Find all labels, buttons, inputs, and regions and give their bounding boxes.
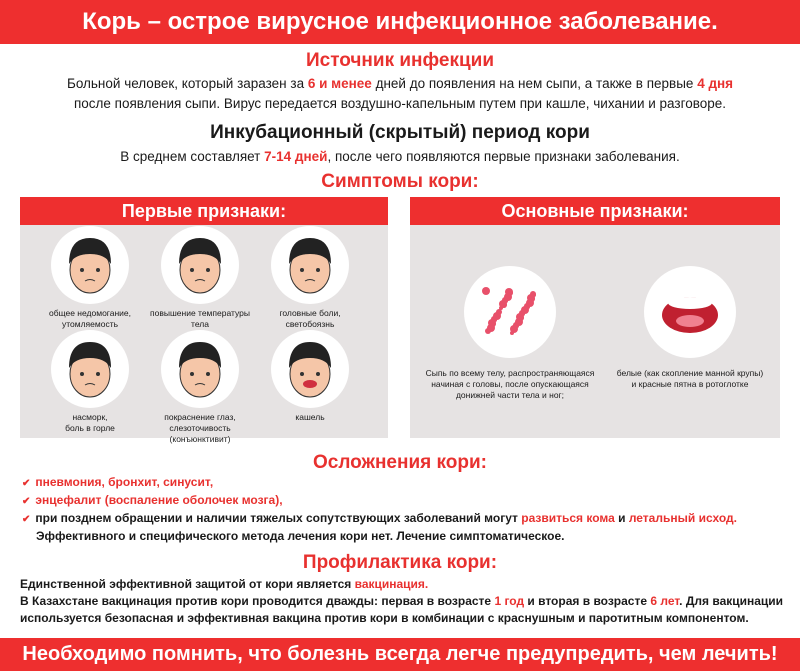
rash-dot	[482, 287, 490, 295]
rash-dot	[487, 324, 495, 332]
symptoms-heading: Симптомы кори:	[321, 171, 479, 192]
rash-dot	[515, 324, 519, 328]
rash-icon	[464, 266, 556, 358]
incubation-heading: Инкубационный (скрытый) период кори	[210, 122, 590, 143]
mouth-spots-item: белые (как скопление манной крупы) и крас…	[605, 266, 775, 390]
list-item: ✔ пневмония, бронхит, синусит,	[22, 475, 214, 489]
first-signs-heading: Первые признаки:	[20, 197, 388, 225]
rash-dot	[510, 331, 514, 335]
treatment-note: Эффективного и специфического метода леч…	[36, 529, 565, 543]
rash-dot	[521, 312, 525, 316]
source-heading: Источник инфекции	[305, 50, 495, 71]
face-icon	[161, 330, 239, 408]
first-sign-item: покраснение глаз, слезоточивость (конъюнк…	[140, 330, 260, 445]
source-text: Больной человек, который заразен за 6 и …	[66, 76, 734, 111]
first-sign-item: головные боли, светобоязнь	[250, 226, 370, 330]
list-item: ✔ при позднем обращении и наличии тяжелых…	[22, 511, 737, 525]
main-signs-heading: Основные признаки:	[410, 197, 780, 225]
check-icon: ✔	[22, 478, 31, 489]
title-banner: Корь – острое вирусное инфекционное забо…	[0, 0, 800, 44]
face-icon	[271, 330, 349, 408]
check-icon: ✔	[22, 514, 31, 525]
first-sign-item: насморк, боль в горле	[30, 330, 150, 434]
face-icon	[51, 330, 129, 408]
rash-dot	[532, 293, 536, 297]
rash-dot	[501, 302, 507, 308]
rash-dot	[493, 318, 497, 322]
footer-banner: Необходимо помнить, что болезнь всегда л…	[0, 638, 800, 671]
complications-heading: Осложнения кори:	[312, 452, 488, 473]
check-icon: ✔	[22, 496, 31, 507]
first-sign-item: повышение температуры тела	[140, 226, 260, 330]
first-sign-item: общее недомогание, утомляемость	[30, 226, 150, 330]
prevention-text: Единственной эффективной защитой от кори…	[20, 577, 784, 625]
face-icon	[271, 226, 349, 304]
first-sign-item: кашель	[250, 330, 370, 423]
rash-item: Сыпь по всему телу, распространяющаяся на…	[425, 266, 595, 401]
face-icon	[161, 226, 239, 304]
rash-dot	[504, 299, 508, 303]
rash-dot	[526, 305, 530, 309]
mouth-icon	[644, 266, 736, 358]
complications-list: ✔ пневмония, бронхит, синусит, ✔ энцефалит…	[22, 474, 737, 545]
list-item: ✔ энцефалит (воспаление оболочек мозга),	[22, 493, 283, 507]
incubation-text: В среднем составляет 7-14 дней, после че…	[120, 149, 680, 164]
prevention-heading: Профилактика кори:	[302, 552, 498, 573]
face-icon	[51, 226, 129, 304]
